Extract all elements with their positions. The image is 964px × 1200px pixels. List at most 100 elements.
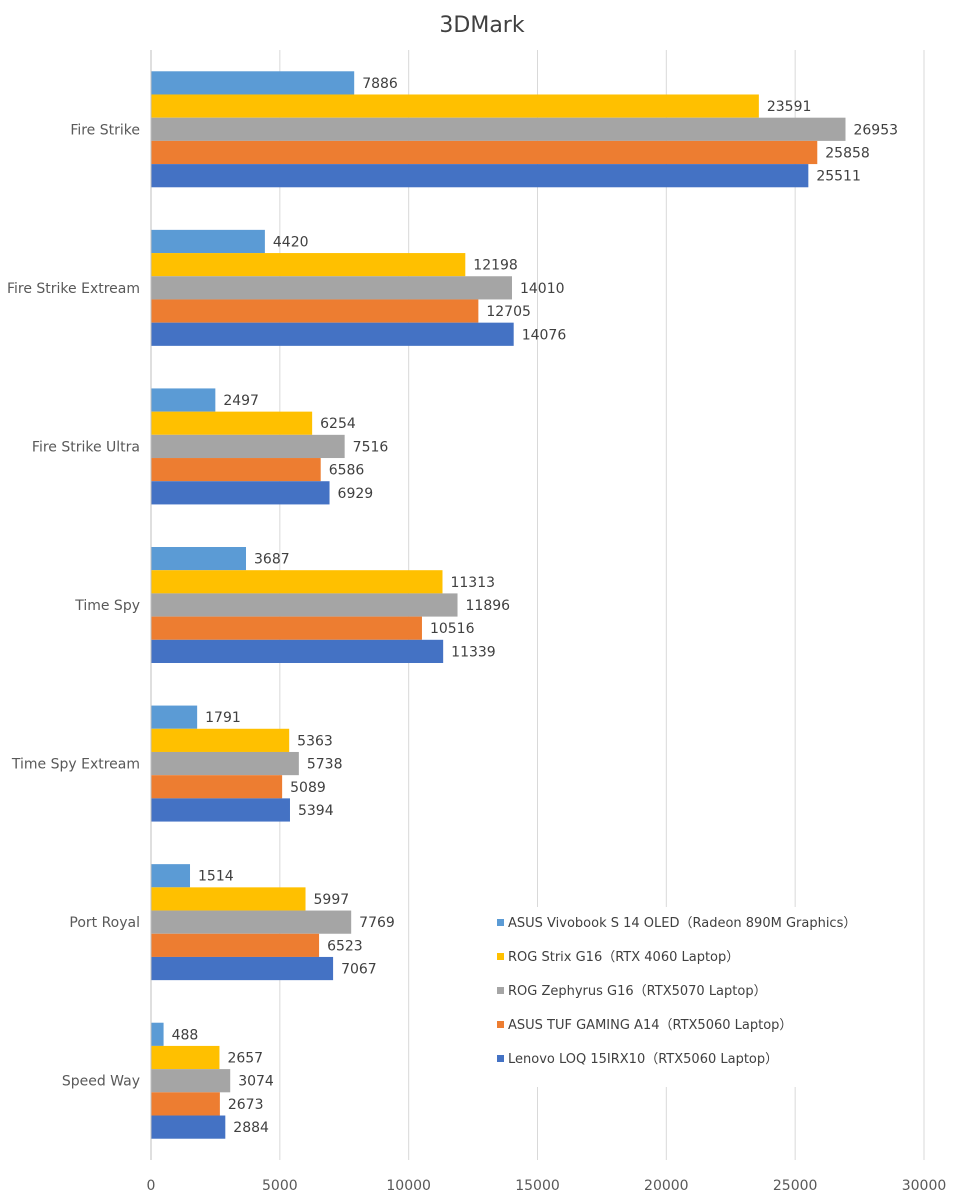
bar	[151, 910, 352, 934]
category-label: Fire Strike Extream	[7, 281, 140, 297]
data-label: 11896	[466, 598, 511, 614]
data-label: 6929	[338, 486, 374, 502]
bar	[151, 1092, 220, 1116]
x-tick-label: 20000	[644, 1178, 689, 1194]
bar	[151, 956, 334, 981]
bar	[151, 616, 422, 640]
bar	[151, 140, 818, 165]
data-label: 1791	[205, 710, 241, 726]
data-label: 5997	[314, 892, 350, 908]
data-label: 12198	[473, 258, 518, 274]
data-label: 5394	[298, 803, 334, 819]
legend: ASUS Vivobook S 14 OLED（Radeon 890M Grap…	[482, 907, 922, 1087]
bar	[151, 1045, 220, 1070]
data-label: 2884	[233, 1120, 269, 1136]
category-label: Time Spy Extream	[11, 757, 140, 773]
data-label: 1514	[198, 869, 234, 885]
legend-background	[482, 907, 922, 1087]
data-label: 6586	[329, 463, 365, 479]
data-label: 7516	[353, 439, 389, 455]
legend-swatch	[497, 919, 504, 926]
axes: 0 5000 10000 15000 20000 25000 30000 Fire Strik…	[7, 50, 946, 1194]
data-label: 3074	[238, 1074, 274, 1090]
bar	[151, 94, 759, 118]
bar	[151, 639, 444, 663]
data-label: 11313	[450, 575, 495, 591]
bar	[151, 117, 846, 141]
data-label: 26953	[853, 122, 898, 138]
data-label: 488	[172, 1027, 199, 1043]
category-label: Fire Strike Ultra	[32, 439, 140, 455]
bar	[151, 798, 290, 822]
data-label: 3687	[254, 552, 290, 568]
data-label: 14076	[522, 327, 567, 343]
legend-entry: ASUS Vivobook S 14 OLED（Radeon 890M Grap…	[508, 916, 856, 931]
bar	[151, 458, 321, 482]
bar	[151, 1022, 164, 1046]
legend-entry: ROG Zephyrus G16（RTX5070 Laptop）	[508, 984, 767, 999]
bar	[151, 593, 458, 617]
category-label: Port Royal	[69, 915, 140, 931]
legend-swatch	[497, 1055, 504, 1062]
x-tick-label: 30000	[902, 1178, 947, 1194]
bar	[151, 411, 313, 435]
data-label: 7067	[341, 962, 377, 978]
legend-entry: Lenovo LOQ 15IRX10（RTX5060 Laptop）	[508, 1052, 778, 1067]
data-label: 25858	[825, 145, 870, 161]
bar	[151, 229, 265, 254]
bars	[151, 71, 846, 1139]
data-label: 25511	[816, 169, 861, 185]
data-label: 2657	[227, 1051, 263, 1067]
category-label: Speed Way	[62, 1074, 140, 1090]
legend-entry: ASUS TUF GAMING A14（RTX5060 Laptop）	[508, 1018, 792, 1033]
data-label: 14010	[520, 281, 565, 297]
category-label: Fire Strike	[70, 122, 140, 138]
chart-title: 3DMark	[439, 13, 524, 38]
bar	[151, 322, 514, 346]
x-tick-label: 5000	[262, 1178, 298, 1194]
data-label: 2497	[223, 393, 259, 409]
data-label: 2673	[228, 1097, 264, 1113]
data-label: 10516	[430, 621, 475, 637]
bar	[151, 547, 247, 571]
data-label: 6523	[327, 938, 363, 954]
bar	[151, 751, 299, 776]
bar	[151, 705, 198, 729]
legend-entry: ROG Strix G16（RTX 4060 Laptop）	[508, 950, 739, 965]
bar	[151, 570, 443, 594]
data-label: 7886	[362, 76, 398, 92]
bar	[151, 887, 306, 911]
x-tick-label: 10000	[386, 1178, 431, 1194]
legend-swatch	[497, 987, 504, 994]
bar	[151, 933, 320, 957]
bar	[151, 71, 355, 95]
legend-swatch	[497, 1021, 504, 1028]
data-label: 4420	[273, 234, 309, 250]
bar	[151, 775, 283, 799]
data-label: 5738	[307, 757, 343, 773]
bar	[151, 388, 216, 412]
data-label: 11339	[451, 644, 496, 660]
bar	[151, 1069, 231, 1093]
bar	[151, 1115, 226, 1139]
bar	[151, 481, 330, 505]
bar	[151, 728, 290, 752]
bar	[151, 434, 345, 459]
bar	[151, 276, 512, 300]
bar	[151, 299, 479, 323]
data-label: 5363	[297, 733, 333, 749]
legend-swatch	[497, 953, 504, 960]
x-tick-label: 0	[147, 1178, 156, 1194]
data-label: 12705	[486, 304, 531, 320]
data-label: 23591	[767, 99, 812, 115]
x-tick-label: 25000	[773, 1178, 818, 1194]
bar	[151, 164, 809, 188]
category-label: Time Spy	[74, 598, 140, 614]
data-label: 5089	[290, 780, 326, 796]
data-label: 7769	[359, 915, 395, 931]
bar	[151, 864, 191, 888]
bar	[151, 253, 466, 277]
